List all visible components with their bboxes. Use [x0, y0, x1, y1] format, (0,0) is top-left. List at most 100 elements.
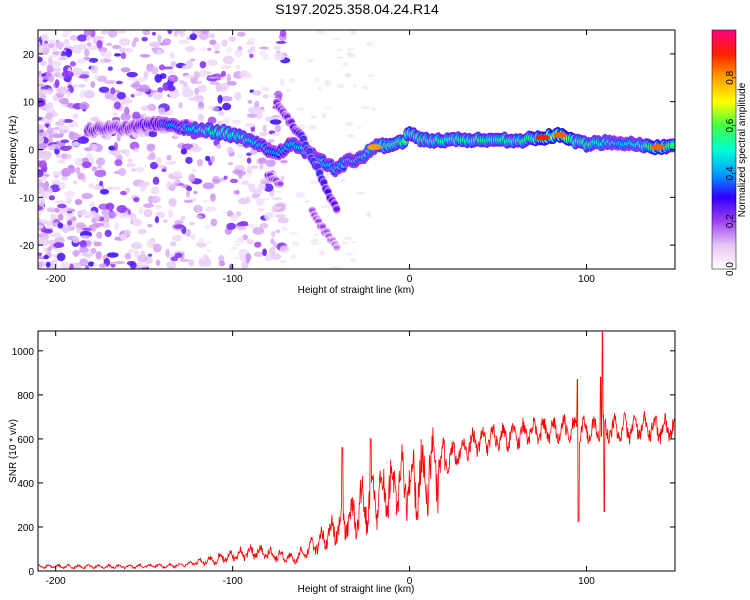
- spectrogram-noise-blob: [90, 81, 96, 88]
- spectrogram-branch-core: [316, 171, 323, 175]
- spectrogram-noise-blob: [168, 76, 175, 82]
- spectrogram-noise-blob: [222, 102, 232, 111]
- spectrogram-noise-blob: [94, 169, 107, 178]
- spectrogram-noise-blob: [129, 213, 137, 220]
- spectrogram-noise-blob: [47, 66, 54, 73]
- spectrogram-noise-blob: [253, 251, 264, 257]
- spectrogram-noise-blob: [206, 59, 218, 66]
- spectrogram-noise-blob: [309, 239, 320, 246]
- spectrogram-noise-blob: [226, 222, 237, 230]
- spectrogram-noise-blob: [61, 70, 74, 78]
- spectrogram-noise-blob: [207, 116, 217, 124]
- spectrogram-noise-blob: [58, 118, 65, 123]
- spectrogram-noise-blob: [130, 242, 143, 250]
- spectrogram-noise-blob: [235, 189, 240, 195]
- spectrogram-noise-blob: [163, 66, 174, 70]
- spectrogram-noise-blob: [202, 182, 215, 190]
- spectrogram-noise-blob: [189, 33, 197, 41]
- spectrogram-noise-blob: [210, 193, 216, 202]
- spectrogram-noise-blob: [64, 190, 76, 198]
- colorbar-gradient: [712, 30, 736, 269]
- spectrogram-noise-blob: [234, 91, 242, 101]
- spectrogram-noise-blob: [228, 36, 237, 42]
- spectrogram-noise-blob: [124, 187, 130, 194]
- spectrogram-noise-blob: [124, 148, 130, 157]
- spectrogram-noise-blob: [182, 64, 189, 70]
- spectrogram-noise-blob: [201, 30, 210, 35]
- spectrogram-noise-blob: [83, 147, 92, 152]
- spectrogram-noise-blob: [247, 100, 253, 104]
- spectrogram-noise-blob: [291, 241, 300, 246]
- spectrogram-noise-blob: [192, 168, 197, 173]
- spectrogram-noise-blob: [102, 50, 112, 59]
- snr-y-tick-label: 200: [17, 523, 34, 534]
- spectrogram-noise-blob: [262, 248, 267, 257]
- spectrogram-noise-blob: [96, 157, 106, 166]
- spectrogram-noise-blob: [236, 226, 247, 231]
- snr-y-tick-label: 400: [17, 479, 34, 490]
- spectrogram-noise-blob: [98, 263, 107, 268]
- spectrogram-noise-blob: [219, 180, 229, 183]
- spectrogram-noise-blob: [38, 261, 43, 269]
- spectrogram-noise-blob: [264, 254, 273, 262]
- spectrogram-noise-blob: [46, 127, 54, 135]
- spectrogram-noise-blob: [104, 229, 112, 238]
- spectrogram-noise-blob: [116, 134, 121, 142]
- spectrogram-noise-blob: [170, 92, 178, 100]
- spectrogram-noise-blob: [38, 179, 42, 188]
- spectrogram-noise-blob: [245, 253, 252, 261]
- spectrogram-noise-blob: [109, 93, 119, 102]
- spectrogram-noise-blob: [320, 204, 330, 209]
- spectrogram-noise-blob: [259, 46, 270, 50]
- spectrogram-noise-blob: [132, 218, 142, 227]
- spectrogram-noise-blob: [206, 47, 212, 52]
- spectrogram-noise-blob: [103, 79, 116, 85]
- spectrogram-noise-blob: [162, 38, 172, 46]
- spectrogram-noise-blob: [237, 154, 244, 158]
- spectrogram-noise-blob: [96, 75, 107, 82]
- spectrogram-noise-blob: [67, 165, 76, 174]
- spectrogram-peak: [552, 132, 567, 139]
- spectrogram-noise-blob: [59, 125, 71, 134]
- spectrogram-noise-blob: [88, 45, 99, 51]
- spectrogram-noise-blob: [72, 44, 83, 54]
- spectrogram-noise-blob: [197, 113, 205, 122]
- spectrogram-noise-blob: [89, 210, 97, 219]
- spectrogram-noise-blob: [229, 246, 238, 250]
- spectrogram-noise-blob: [308, 139, 313, 143]
- spectrogram-noise-blob: [137, 228, 147, 235]
- spectrogram-noise-blob: [67, 219, 73, 226]
- spectrogram-branch-core: [320, 180, 327, 185]
- spectrogram-noise-blob: [202, 199, 211, 203]
- spectrogram-noise-blob: [126, 162, 136, 168]
- spectrogram-noise-blob: [97, 165, 102, 169]
- spectrogram-noise-blob: [51, 108, 56, 116]
- spectrogram-noise-blob: [225, 46, 233, 53]
- spectrogram-noise-blob: [91, 224, 97, 232]
- spectrogram-noise-blob: [234, 65, 241, 70]
- spectrogram-noise-blob: [38, 225, 44, 229]
- spectrogram-noise-blob: [158, 107, 166, 115]
- spectrogram-noise-blob: [267, 139, 275, 143]
- spectrogram-y-tick-label: -20: [20, 241, 35, 252]
- spectrogram-noise-blob: [42, 155, 48, 162]
- spectrogram-noise-blob: [262, 57, 271, 60]
- spectrogram-noise-blob: [271, 132, 281, 136]
- snr-frame: [37, 330, 676, 572]
- spectrogram-noise-blob: [94, 74, 99, 80]
- spectrogram-ridge-layer: [83, 97, 675, 252]
- spectrogram-noise-blob: [80, 71, 90, 75]
- spectrogram-noise-blob: [352, 84, 357, 88]
- spectrogram-noise-blob: [38, 186, 45, 195]
- spectrogram-noise-blob: [308, 124, 318, 131]
- spectrogram-noise-blob: [196, 84, 208, 93]
- spectrogram-noise-blob: [80, 253, 93, 257]
- spectrogram-noise-blob: [72, 84, 79, 89]
- spectrogram-noise-blob: [243, 74, 253, 78]
- spectrogram-noise-blob: [41, 89, 53, 95]
- spectrogram-noise-blob: [167, 85, 176, 92]
- snr-y-tick-label: 800: [17, 391, 34, 402]
- spectrogram-noise-blob: [269, 253, 282, 260]
- spectrogram-noise-blob: [61, 226, 70, 233]
- spectrogram-noise-blob: [170, 256, 179, 262]
